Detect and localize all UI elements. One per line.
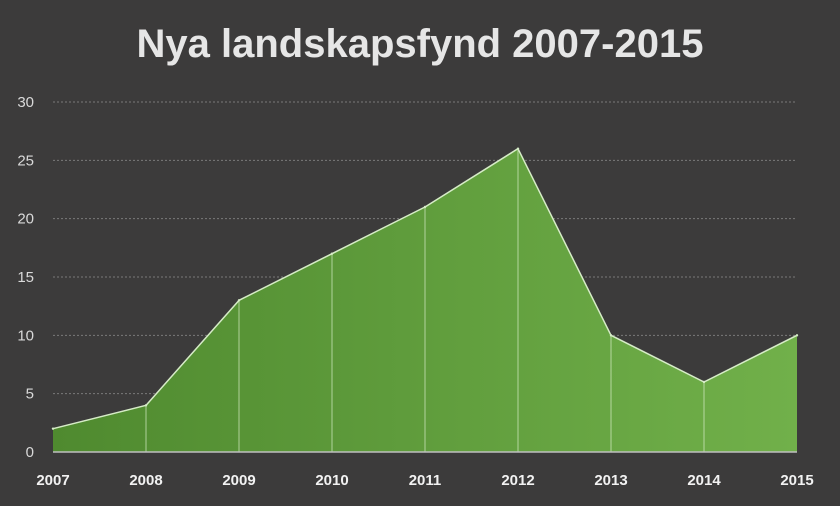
y-tick-label: 25 [17,152,34,169]
x-tick-label: 2012 [501,472,534,489]
x-tick-label: 2015 [780,472,813,489]
y-tick-label: 0 [26,444,34,461]
x-tick-label: 2009 [222,472,255,489]
x-tick-label: 2007 [36,472,69,489]
data-point [609,334,613,337]
x-tick-label: 2011 [409,472,442,489]
data-point [702,380,706,384]
data-point [144,404,148,407]
y-tick-label: 30 [17,94,34,111]
data-point [795,334,799,337]
data-point [330,252,334,255]
data-point [237,299,241,302]
axes: 0 5 10 15 20 25 30 2007 2008 2009 2010 2011 2012 2013… [17,94,813,489]
chart-title: Nya landskapsfynd 2007-2015 [136,22,704,66]
area-series [51,147,799,452]
x-tick-label: 2008 [129,472,162,489]
data-point [51,427,55,430]
y-tick-label: 15 [17,269,34,286]
y-tick-label: 20 [17,211,34,228]
data-point [423,205,427,209]
x-tick-label: 2014 [687,472,721,489]
x-tick-label: 2013 [594,472,627,489]
data-point [516,147,520,150]
y-tick-label: 10 [17,327,34,344]
y-tick-label: 5 [26,386,34,403]
x-tick-label: 2010 [315,472,348,489]
